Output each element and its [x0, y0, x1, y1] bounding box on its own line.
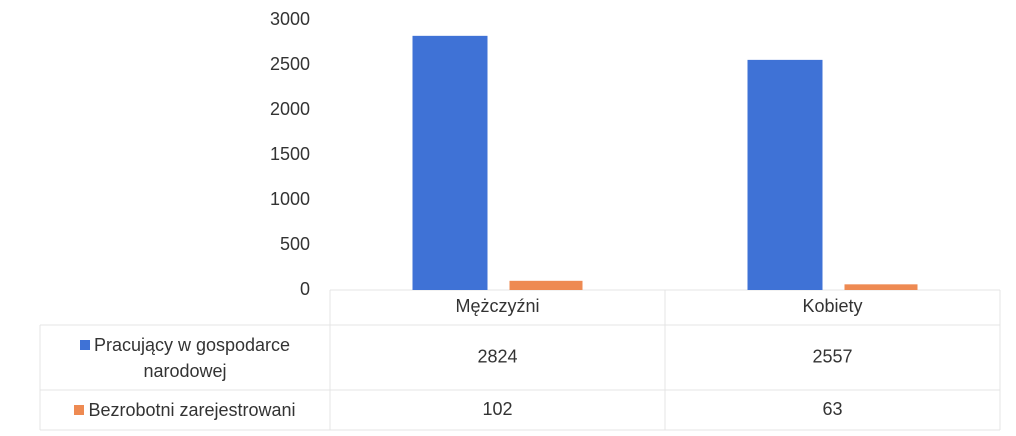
y-tick-label: 2000: [270, 99, 310, 119]
bar: [412, 35, 488, 291]
legend-label: Pracujący w gospodarce narodowej: [45, 327, 325, 388]
y-tick-label: 1500: [270, 144, 310, 164]
legend-name: Bezrobotni zarejestrowani: [88, 400, 296, 420]
x-tick-label: Mężczyźni: [455, 296, 539, 316]
y-tick-label: 2500: [270, 54, 310, 74]
legend-swatch: [79, 339, 90, 350]
legend-text-wrap: Pracujący w gospodarce narodowej: [45, 332, 325, 384]
legend-entry: Bezrobotni zarejestrowani: [45, 392, 325, 428]
table-value: 102: [482, 399, 512, 419]
y-tick-label: 1000: [270, 189, 310, 209]
table-value: 2557: [812, 346, 852, 366]
bar: [509, 280, 583, 290]
legend-entry: Pracujący w gospodarce narodowej: [45, 327, 325, 388]
y-tick-label: 3000: [270, 9, 310, 29]
legend-label: Bezrobotni zarejestrowani: [45, 392, 325, 428]
legend-name: Pracujący w gospodarce narodowej: [93, 334, 291, 381]
bar: [844, 284, 918, 290]
bar: [747, 59, 823, 291]
y-tick-label: 0: [300, 279, 310, 299]
table-value: 2824: [477, 346, 517, 366]
legend-text-wrap: Bezrobotni zarejestrowani: [74, 397, 296, 423]
legend-swatch: [74, 405, 85, 415]
y-tick-label: 500: [280, 234, 310, 254]
x-tick-label: Kobiety: [802, 296, 862, 316]
table-value: 63: [822, 399, 842, 419]
